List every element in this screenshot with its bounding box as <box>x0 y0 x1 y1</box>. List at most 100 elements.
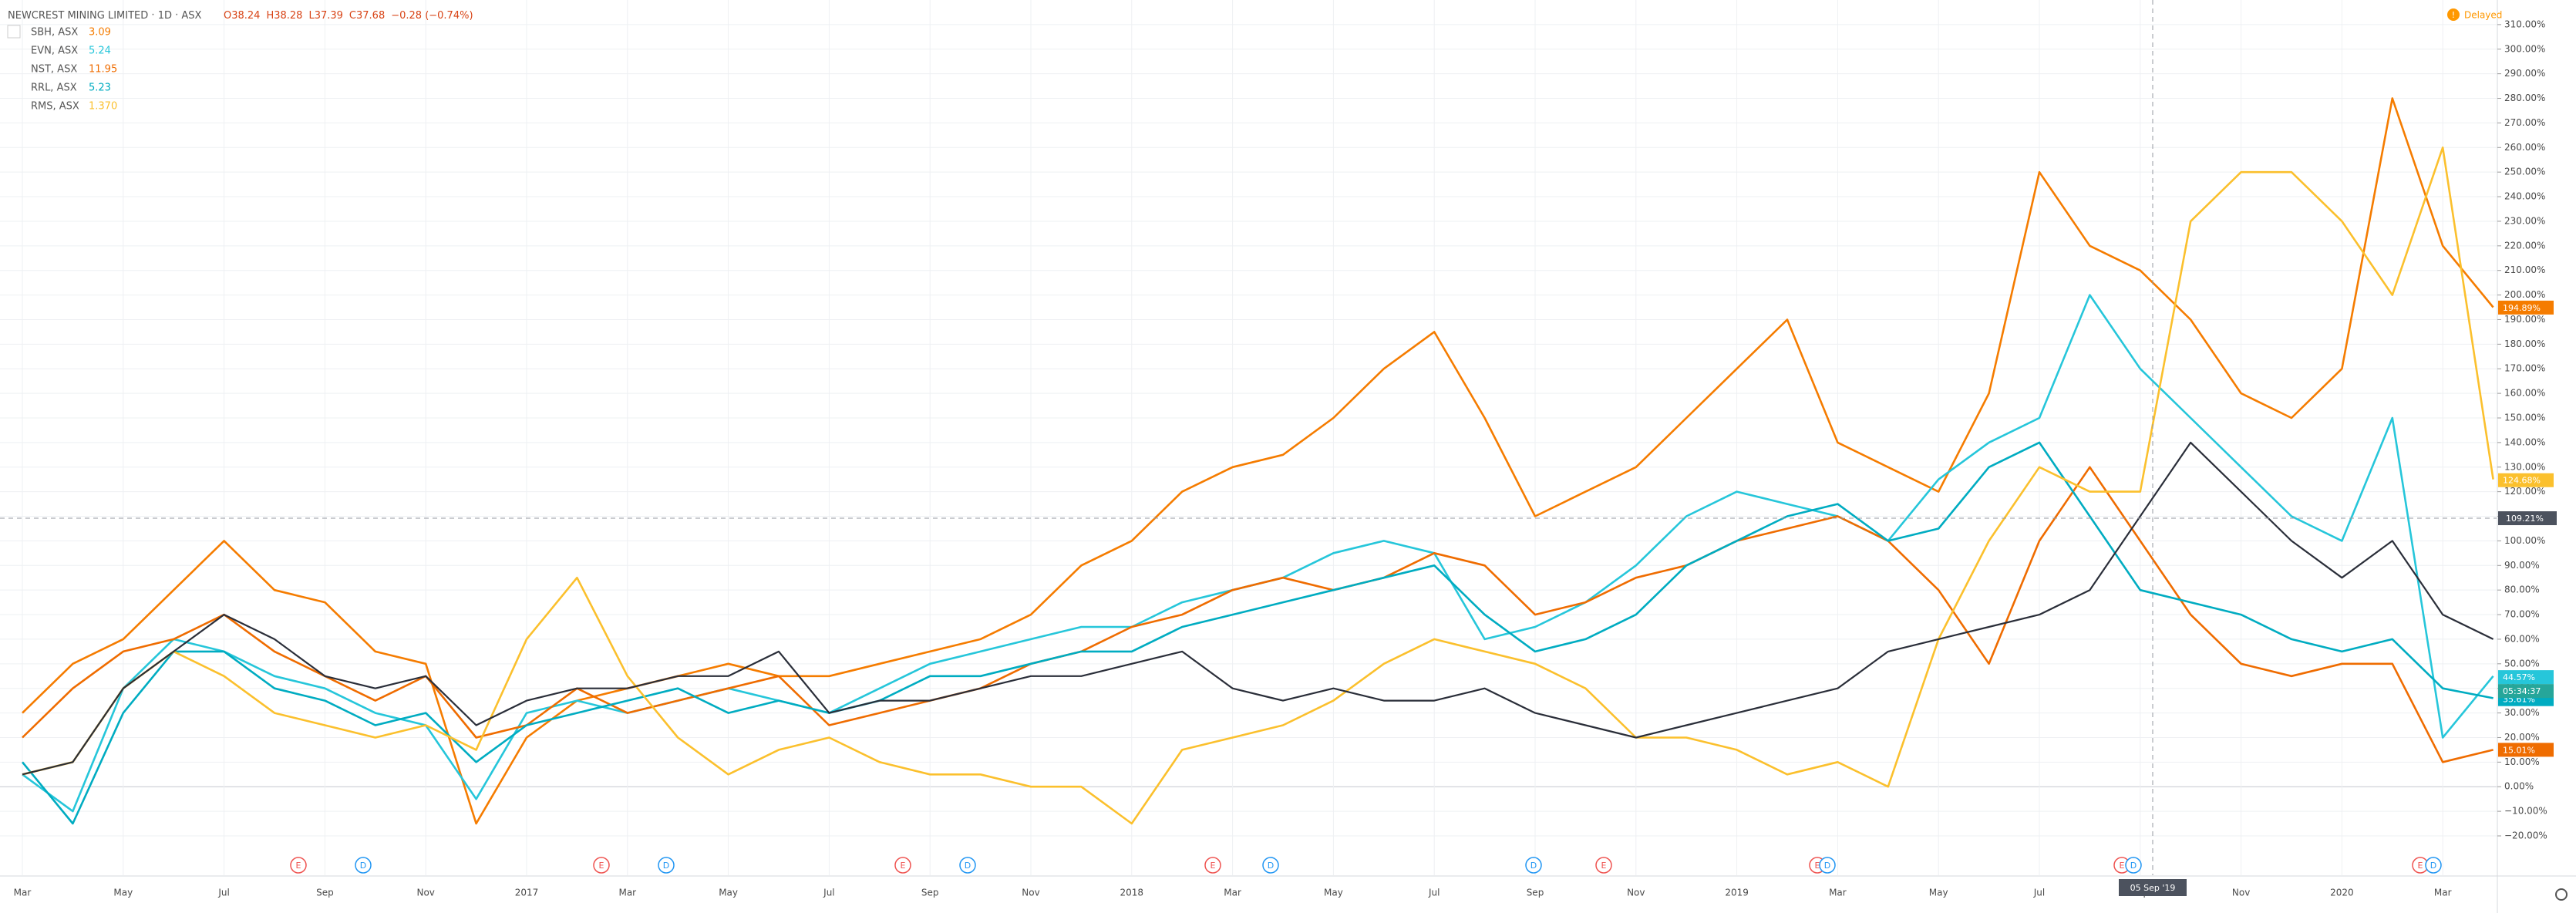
x-tick-label: 2020 <box>2330 888 2354 898</box>
legend-name: RMS, ASX <box>31 101 79 113</box>
event-label: E <box>1211 861 1216 871</box>
y-tick-label: −20.00% <box>2504 830 2547 841</box>
y-tick-label: 220.00% <box>2504 240 2545 251</box>
price-tag-label: 44.57% <box>2503 672 2535 682</box>
y-tick-label: 130.00% <box>2504 461 2545 472</box>
event-marker[interactable]: D <box>1262 857 1279 874</box>
event-label: D <box>663 861 669 871</box>
y-tick-label: 250.00% <box>2504 167 2545 177</box>
settings-icon[interactable] <box>2555 888 2568 901</box>
crosshair-tag <box>2498 511 2557 526</box>
grid <box>0 0 2497 875</box>
event-marker[interactable]: D <box>355 857 372 874</box>
event-label: E <box>2418 861 2423 871</box>
event-label: D <box>1530 861 1537 871</box>
price-tag <box>2498 743 2554 757</box>
y-tick-label: 150.00% <box>2504 412 2545 423</box>
y-tick-label: 20.00% <box>2504 732 2540 743</box>
event-marker[interactable]: E <box>1204 857 1221 874</box>
x-tick-label: Jul <box>823 888 834 898</box>
y-tick-label: 190.00% <box>2504 314 2545 325</box>
y-tick-label: 170.00% <box>2504 363 2545 374</box>
x-tick-label: May <box>1929 888 1948 898</box>
event-label: E <box>296 861 301 871</box>
x-tick-label: Mar <box>14 888 32 898</box>
event-marker[interactable]: D <box>1819 857 1836 874</box>
y-tick-label: 200.00% <box>2504 289 2545 300</box>
x-tick-label: Nov <box>1627 888 1645 898</box>
y-tick-label: 180.00% <box>2504 339 2545 349</box>
event-label: D <box>1824 861 1830 871</box>
event-label: E <box>1601 861 1607 871</box>
price-tag <box>2498 670 2554 685</box>
event-circle <box>1262 857 1279 874</box>
x-tick-label: Mar <box>618 888 636 898</box>
event-marker[interactable]: D <box>1525 857 1542 874</box>
y-tick-label: 50.00% <box>2504 658 2540 669</box>
y-tick-label: 0.00% <box>2504 781 2534 792</box>
event-label: D <box>2130 861 2137 871</box>
y-tick-label: 240.00% <box>2504 191 2545 202</box>
event-marker[interactable]: E <box>290 857 307 874</box>
event-marker[interactable]: E <box>593 857 610 874</box>
event-marker[interactable]: D <box>959 857 976 874</box>
y-tick-label: 260.00% <box>2504 142 2545 153</box>
collapse-button <box>7 25 21 39</box>
y-tick-label: 290.00% <box>2504 68 2545 79</box>
x-tick-label: Nov <box>2232 888 2250 898</box>
delayed-badge[interactable]: ! Delayed <box>2447 8 2502 21</box>
event-marker[interactable]: E <box>1595 857 1612 874</box>
event-circle <box>959 857 976 874</box>
event-marker[interactable]: D <box>2425 857 2442 874</box>
crosshair-date: 05 Sep '19 <box>2130 883 2176 893</box>
legend-price: 5.23 <box>89 83 111 94</box>
x-tick-label: Sep <box>921 888 939 898</box>
x-tick-label: Sep <box>1527 888 1544 898</box>
ohlc: O38.24 H38.28 L37.39 C37.68 −0.28 (−0.74%) <box>224 10 473 22</box>
legend[interactable]: NEWCREST MINING LIMITED · 1D · ASX O38.2… <box>7 10 473 113</box>
x-tick-label: 2017 <box>515 888 539 898</box>
event-circle <box>894 857 911 874</box>
price-tag <box>2498 473 2554 487</box>
price-tag-label: 194.89% <box>2503 303 2541 313</box>
event-marker[interactable]: D <box>658 857 675 874</box>
ohlc-value: C37.68 <box>349 10 385 22</box>
x-tick-label: Mar <box>1224 888 1241 898</box>
countdown: 05:34:37 <box>2503 686 2541 696</box>
y-tick-label: 270.00% <box>2504 117 2545 128</box>
y-tick-label: 140.00% <box>2504 436 2545 447</box>
y-tick-label: 160.00% <box>2504 388 2545 399</box>
legend-price: 5.24 <box>89 45 111 57</box>
ohlc-value: H38.28 <box>266 10 302 22</box>
event-marker[interactable]: E <box>894 857 911 874</box>
event-label: D <box>360 861 366 871</box>
x-tick-label: 2018 <box>1120 888 1144 898</box>
axes: −20.00%−10.00%0.00%10.00%20.00%30.00%40.… <box>14 19 2557 898</box>
main-series-line <box>22 441 2494 776</box>
legend-name: SBH, ASX <box>31 27 78 39</box>
event-label: E <box>901 861 906 871</box>
event-marker[interactable]: E <box>2113 857 2130 874</box>
y-tick-label: 100.00% <box>2504 535 2545 546</box>
event-circle <box>593 857 610 874</box>
title: NEWCREST MINING LIMITED <box>8 10 148 22</box>
y-tick-label: 310.00% <box>2504 19 2545 29</box>
legend-name: NST, ASX <box>31 64 77 76</box>
event-circle <box>290 857 307 874</box>
event-circle <box>2125 857 2142 874</box>
legend-price: 1.370 <box>89 101 117 113</box>
price-tag-label: 124.68% <box>2503 476 2541 486</box>
x-tick-label: May <box>113 888 133 898</box>
event-marker[interactable]: D <box>2125 857 2142 874</box>
y-tick-label: 230.00% <box>2504 215 2545 226</box>
event-circle <box>1595 857 1612 874</box>
event-label: D <box>965 861 971 871</box>
y-tick-label: 10.00% <box>2504 756 2540 767</box>
x-tick-label: Jul <box>2033 888 2045 898</box>
price-tag-label: 15.01% <box>2503 745 2535 755</box>
x-tick-label: Jul <box>217 888 229 898</box>
interval: 1D <box>158 10 172 22</box>
y-tick-label: 60.00% <box>2504 633 2540 644</box>
